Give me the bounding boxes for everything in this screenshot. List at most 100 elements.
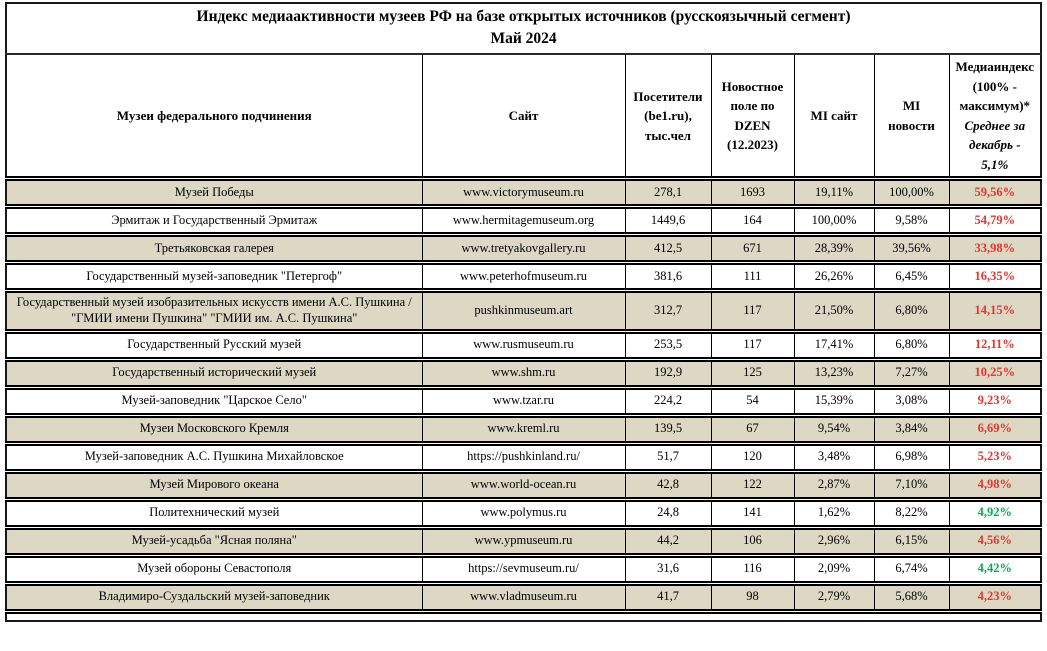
museum-site: www.polymus.ru [421,499,626,530]
visitors-value: 253,5 [624,331,712,362]
museum-name: Музей Мирового океана [5,471,423,502]
visitors-value: 224,2 [624,387,712,418]
museum-site: www.ypmuseum.ru [421,527,626,558]
table-row: Государственный исторический музей www.sh… [5,359,1042,390]
news-field-value: 141 [710,499,795,530]
news-field-value: 122 [710,471,795,502]
mi-site-value: 21,50% [793,290,875,334]
table-row: Музей Победы www.victorymuseum.ru 278,1 169… [5,178,1042,210]
museum-name: Музей-заповедник "Царское Село" [5,387,423,418]
museum-site: www.rusmuseum.ru [421,331,626,362]
mi-news-value: 6,98% [873,443,950,474]
mi-news-value: 6,45% [873,262,950,294]
mi-site-value: 2,79% [793,583,875,614]
column-header-visitors: Посетители (be1.ru), тыс.чел [624,54,712,182]
visitors-value: 1449,6 [624,206,712,238]
mi-news-value: 5,68% [873,583,950,614]
museum-name: Государственный музей изобразительных ис… [5,290,423,334]
visitors-value: 42,8 [624,471,712,502]
museum-index-table: Индекс медиаактивности музеев РФ на базе… [5,2,1043,623]
visitors-value: 51,7 [624,443,712,474]
table-row: Эрмитаж и Государственный Эрмитаж www.her… [5,206,1042,238]
mi-news-value: 9,58% [873,206,950,238]
media-index-value: 4,92% [948,499,1042,530]
museum-name: Государственный музей-заповедник "Петерг… [5,262,423,294]
museum-site: www.peterhofmuseum.ru [421,262,626,294]
media-index-value: 4,98% [948,471,1042,502]
table-row: Политехнический музей www.polymus.ru 24,8 1… [5,499,1042,530]
media-index-value: 4,23% [948,583,1042,614]
table-header-row: Музеи федерального подчинения Сайт Посет… [5,54,1042,182]
museum-name: Музей-заповедник А.С. Пушкина Михайловск… [5,443,423,474]
table-row: Музей Мирового океана www.world-ocean.ru 4… [5,471,1042,502]
museum-name: Политехнический музей [5,499,423,530]
truncated-next-row [5,611,1042,622]
column-header-mi-site: MI сайт [793,54,875,182]
museum-name: Государственный исторический музей [5,359,423,390]
mi-news-value: 39,56% [873,234,950,266]
column-header-news-field: Новостное поле по DZEN (12.2023) [710,54,795,182]
media-activity-report: Индекс медиаактивности музеев РФ на базе… [5,2,1043,623]
media-index-value: 16,35% [948,262,1042,294]
mediaindex-header-note: Среднее за декабрь - 5,1% [964,117,1026,172]
mi-site-value: 9,54% [793,415,875,446]
table-row: Государственный музей изобразительных ис… [5,290,1042,334]
visitors-value: 41,7 [624,583,712,614]
media-index-value: 9,23% [948,387,1042,418]
mi-site-value: 26,26% [793,262,875,294]
museum-name: Государственный Русский музей [5,331,423,362]
media-index-value: 33,98% [948,234,1042,266]
mi-news-value: 100,00% [873,178,950,210]
visitors-value: 412,5 [624,234,712,266]
media-index-value: 4,42% [948,555,1042,586]
museum-site: www.tzar.ru [421,387,626,418]
mi-news-value: 7,27% [873,359,950,390]
table-title: Индекс медиаактивности музеев РФ на базе… [5,3,1042,56]
mi-news-value: 3,08% [873,387,950,418]
museum-site: https://sevmuseum.ru/ [421,555,626,586]
visitors-value: 139,5 [624,415,712,446]
mi-site-value: 3,48% [793,443,875,474]
table-title-line1: Индекс медиаактивности музеев РФ на базе… [196,8,851,25]
column-header-mediaindex: Медиаиндекс (100% - максимум)* Среднее з… [948,54,1042,182]
mi-site-value: 13,23% [793,359,875,390]
news-field-value: 98 [710,583,795,614]
visitors-value: 381,6 [624,262,712,294]
mi-site-value: 1,62% [793,499,875,530]
visitors-value: 278,1 [624,178,712,210]
visitors-value: 192,9 [624,359,712,390]
museum-site: www.tretyakovgallery.ru [421,234,626,266]
media-index-value: 14,15% [948,290,1042,334]
mi-news-value: 6,80% [873,331,950,362]
mi-site-value: 17,41% [793,331,875,362]
news-field-value: 125 [710,359,795,390]
table-row: Музей обороны Севастополя https://sevmuse… [5,555,1042,586]
table-row: Государственный Русский музей www.rusmuse… [5,331,1042,362]
media-index-value: 6,69% [948,415,1042,446]
table-row: Государственный музей-заповедник "Петерг… [5,262,1042,294]
museum-site: www.vladmuseum.ru [421,583,626,614]
table-row: Музеи Московского Кремля www.kreml.ru 139,… [5,415,1042,446]
museum-site: www.shm.ru [421,359,626,390]
media-index-value: 10,25% [948,359,1042,390]
table-row: Музей-усадьба "Ясная поляна" www.ypmuseum… [5,527,1042,558]
museum-name: Музей обороны Севастополя [5,555,423,586]
visitors-value: 24,8 [624,499,712,530]
mi-site-value: 100,00% [793,206,875,238]
news-field-value: 164 [710,206,795,238]
mi-news-value: 6,15% [873,527,950,558]
table-title-row: Индекс медиаактивности музеев РФ на базе… [5,3,1042,56]
news-field-value: 111 [710,262,795,294]
media-index-value: 4,56% [948,527,1042,558]
museum-site: www.victorymuseum.ru [421,178,626,210]
news-field-value: 54 [710,387,795,418]
news-field-value: 1693 [710,178,795,210]
museum-site: https://pushkinland.ru/ [421,443,626,474]
media-index-value: 54,79% [948,206,1042,238]
column-header-museums: Музеи федерального подчинения [5,54,423,182]
media-index-value: 12,11% [948,331,1042,362]
news-field-value: 117 [710,290,795,334]
museum-site: www.world-ocean.ru [421,471,626,502]
news-field-value: 67 [710,415,795,446]
museum-site: www.hermitagemuseum.org [421,206,626,238]
